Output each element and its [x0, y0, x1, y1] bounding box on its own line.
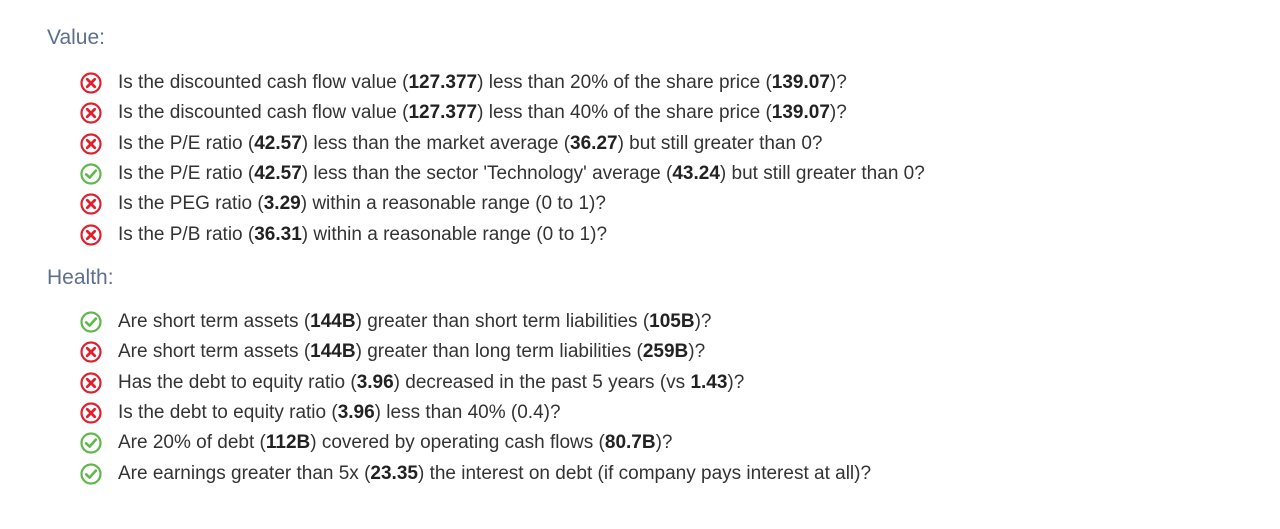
text-fragment: ) the interest on debt (if company pays …	[417, 462, 872, 484]
x-circle-icon	[80, 372, 102, 394]
text-fragment: )?	[829, 72, 847, 94]
check-circle-icon	[80, 432, 102, 454]
check-item-text: Are short term assets (144B) greater tha…	[118, 341, 705, 363]
text-fragment: Is the debt to equity ratio (	[118, 402, 338, 424]
text-fragment: ) less than 40% of the share price (	[477, 102, 772, 124]
metric-value: 144B	[310, 311, 356, 333]
text-fragment: Are 20% of debt (	[118, 432, 266, 454]
text-fragment: ) less than 20% of the share price (	[477, 72, 772, 94]
text-fragment: Are earnings greater than 5x (	[118, 462, 371, 484]
text-fragment: ) greater than long term liabilities (	[355, 341, 643, 363]
metric-value: 42.57	[254, 163, 302, 185]
metric-value: 3.29	[263, 193, 301, 215]
text-fragment: ) but still greater than 0?	[719, 163, 925, 185]
check-item: Is the discounted cash flow value (127.3…	[80, 68, 925, 98]
check-item: Are short term assets (144B) greater tha…	[80, 307, 871, 337]
value-checklist: Is the discounted cash flow value (127.3…	[80, 68, 925, 250]
check-circle-icon	[80, 311, 102, 333]
health-checklist: Are short term assets (144B) greater tha…	[80, 307, 871, 489]
text-fragment: ) decreased in the past 5 years (vs	[393, 371, 691, 393]
text-fragment: )?	[694, 311, 712, 333]
check-item-text: Is the debt to equity ratio (3.96) less …	[118, 402, 561, 424]
x-circle-icon	[80, 133, 102, 155]
metric-value: 144B	[310, 341, 356, 363]
metric-value: 23.35	[370, 462, 418, 484]
check-item-text: Is the PEG ratio (3.29) within a reasona…	[118, 193, 606, 215]
text-fragment: Is the P/B ratio (	[118, 223, 255, 245]
check-item-text: Are short term assets (144B) greater tha…	[118, 311, 711, 333]
check-item-text: Has the debt to equity ratio (3.96) decr…	[118, 372, 744, 394]
metric-value: 3.96	[337, 402, 375, 424]
check-circle-icon	[80, 463, 102, 485]
x-circle-icon	[80, 224, 102, 246]
check-item: Are 20% of debt (112B) covered by operat…	[80, 428, 871, 458]
text-fragment: ) less than the market average (	[301, 132, 571, 154]
check-item-text: Is the P/E ratio (42.57) less than the m…	[118, 133, 822, 155]
text-fragment: ) less than 40% (0.4)?	[374, 402, 561, 424]
text-fragment: )?	[655, 432, 673, 454]
check-item-text: Are earnings greater than 5x (23.35) the…	[118, 463, 871, 485]
check-item: Are earnings greater than 5x (23.35) the…	[80, 458, 871, 488]
text-fragment: ) within a reasonable range (0 to 1)?	[301, 223, 608, 245]
check-item: Is the PEG ratio (3.29) within a reasona…	[80, 189, 925, 219]
section-title-value: Value:	[47, 26, 105, 49]
text-fragment: )?	[688, 341, 706, 363]
metric-value: 127.377	[408, 102, 478, 124]
text-fragment: ) covered by operating cash flows (	[310, 432, 605, 454]
metric-value: 36.27	[570, 132, 618, 154]
metric-value: 43.24	[672, 163, 720, 185]
check-item-text: Is the P/E ratio (42.57) less than the s…	[118, 163, 925, 185]
metric-value: 1.43	[690, 371, 728, 393]
text-fragment: Is the P/E ratio (	[118, 163, 255, 185]
check-item: Is the P/E ratio (42.57) less than the m…	[80, 129, 925, 159]
text-fragment: Is the discounted cash flow value (	[118, 72, 409, 94]
text-fragment: )?	[829, 102, 847, 124]
x-circle-icon	[80, 193, 102, 215]
x-circle-icon	[80, 341, 102, 364]
text-fragment: )?	[727, 371, 745, 393]
metric-value: 139.07	[771, 102, 830, 124]
metric-value: 112B	[265, 432, 311, 454]
text-fragment: Is the PEG ratio (	[118, 193, 264, 215]
text-fragment: ) but still greater than 0?	[617, 132, 823, 154]
x-circle-icon	[80, 402, 102, 424]
text-fragment: Has the debt to equity ratio (	[118, 371, 357, 393]
check-item: Are short term assets (144B) greater tha…	[80, 337, 871, 367]
check-item-text: Is the discounted cash flow value (127.3…	[118, 72, 847, 94]
metric-value: 3.96	[356, 371, 394, 393]
metric-value: 127.377	[408, 72, 478, 94]
text-fragment: Is the discounted cash flow value (	[118, 102, 409, 124]
metric-value: 139.07	[771, 72, 830, 94]
metric-value: 105B	[649, 311, 695, 333]
check-circle-icon	[80, 163, 102, 185]
check-item: Is the debt to equity ratio (3.96) less …	[80, 398, 871, 428]
check-item: Is the P/B ratio (36.31) within a reason…	[80, 219, 925, 249]
text-fragment: Are short term assets (	[118, 341, 311, 363]
check-item: Is the P/E ratio (42.57) less than the s…	[80, 159, 925, 189]
check-item: Has the debt to equity ratio (3.96) decr…	[80, 368, 871, 398]
check-item-text: Are 20% of debt (112B) covered by operat…	[118, 432, 673, 454]
x-circle-icon	[80, 72, 102, 94]
metric-value: 36.31	[254, 223, 302, 245]
text-fragment: Are short term assets (	[118, 311, 311, 333]
text-fragment: ) within a reasonable range (0 to 1)?	[300, 193, 606, 215]
check-item: Is the discounted cash flow value (127.3…	[80, 98, 925, 128]
section-title-health: Health:	[47, 266, 114, 289]
check-item-text: Is the discounted cash flow value (127.3…	[118, 102, 847, 124]
metric-value: 259B	[642, 341, 689, 363]
check-item-text: Is the P/B ratio (36.31) within a reason…	[118, 224, 607, 246]
text-fragment: ) less than the sector 'Technology' aver…	[301, 163, 673, 185]
text-fragment: Is the P/E ratio (	[118, 132, 255, 154]
text-fragment: ) greater than short term liabilities (	[355, 311, 650, 333]
metric-value: 42.57	[254, 132, 302, 154]
metric-value: 80.7B	[604, 432, 656, 454]
x-circle-icon	[80, 102, 102, 125]
